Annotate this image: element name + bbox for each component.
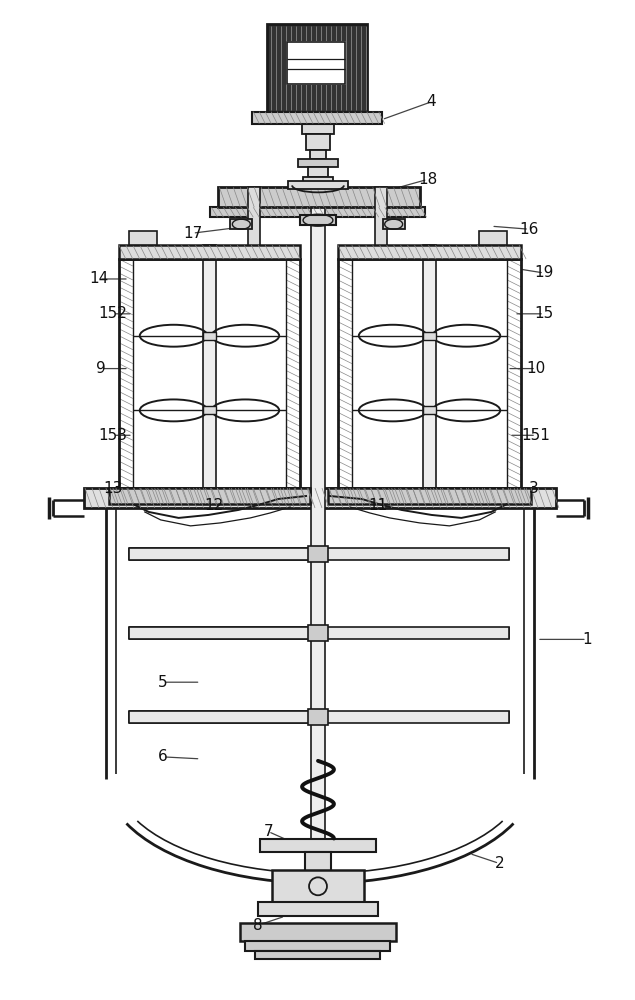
Bar xyxy=(218,187,420,207)
Bar xyxy=(258,902,378,916)
Bar xyxy=(203,332,217,340)
Text: 16: 16 xyxy=(519,222,538,237)
Text: 9: 9 xyxy=(96,361,106,376)
Bar xyxy=(422,332,436,340)
Bar xyxy=(248,187,260,255)
Bar xyxy=(308,709,328,725)
Bar xyxy=(119,245,300,259)
Bar xyxy=(203,245,217,488)
Bar xyxy=(308,167,328,177)
Bar xyxy=(129,548,310,560)
Text: 5: 5 xyxy=(158,675,168,690)
Text: 153: 153 xyxy=(98,428,128,443)
Text: 17: 17 xyxy=(183,226,202,241)
Bar xyxy=(338,245,521,259)
Text: 151: 151 xyxy=(521,428,551,443)
Bar xyxy=(328,488,531,504)
Text: 3: 3 xyxy=(529,481,539,496)
Text: 152: 152 xyxy=(98,306,128,321)
Bar xyxy=(129,711,310,723)
Bar xyxy=(383,219,404,229)
Text: 11: 11 xyxy=(368,498,387,513)
Bar xyxy=(203,406,217,414)
Bar xyxy=(326,711,509,723)
Bar xyxy=(210,207,425,217)
Bar xyxy=(479,231,507,245)
Text: 1: 1 xyxy=(582,632,592,647)
Bar xyxy=(422,406,436,414)
Bar xyxy=(240,923,396,941)
Bar xyxy=(310,150,326,159)
Bar xyxy=(308,625,328,641)
Text: 4: 4 xyxy=(427,94,436,109)
Bar xyxy=(303,177,333,187)
Bar xyxy=(302,124,334,134)
Bar xyxy=(311,157,325,839)
Text: 10: 10 xyxy=(526,361,545,376)
Bar xyxy=(129,627,310,639)
Text: 2: 2 xyxy=(495,856,504,871)
Bar xyxy=(308,546,328,562)
Text: 14: 14 xyxy=(90,271,109,286)
Bar xyxy=(375,187,387,255)
Bar xyxy=(109,488,310,504)
Bar xyxy=(260,839,376,852)
Text: 15: 15 xyxy=(535,306,554,321)
Bar xyxy=(252,112,382,124)
Bar xyxy=(119,259,300,488)
Bar xyxy=(84,488,556,508)
Bar xyxy=(306,134,330,150)
Bar xyxy=(287,42,345,84)
Bar xyxy=(267,24,367,112)
Bar xyxy=(129,231,157,245)
Bar xyxy=(326,627,509,639)
Text: 8: 8 xyxy=(253,918,263,933)
Text: 7: 7 xyxy=(264,824,273,839)
Text: 18: 18 xyxy=(418,172,437,187)
Bar xyxy=(287,42,345,84)
Bar xyxy=(245,941,390,951)
Text: 19: 19 xyxy=(534,265,554,280)
Bar xyxy=(288,181,348,189)
Text: 13: 13 xyxy=(104,481,123,496)
Text: 6: 6 xyxy=(158,749,168,764)
Bar xyxy=(255,951,380,959)
Bar xyxy=(326,548,509,560)
Bar xyxy=(231,219,252,229)
Bar xyxy=(422,245,436,488)
Bar xyxy=(272,870,364,902)
Bar xyxy=(300,215,336,225)
Bar xyxy=(298,159,338,167)
Text: 12: 12 xyxy=(204,498,223,513)
Bar xyxy=(305,852,331,880)
Bar xyxy=(338,259,521,488)
